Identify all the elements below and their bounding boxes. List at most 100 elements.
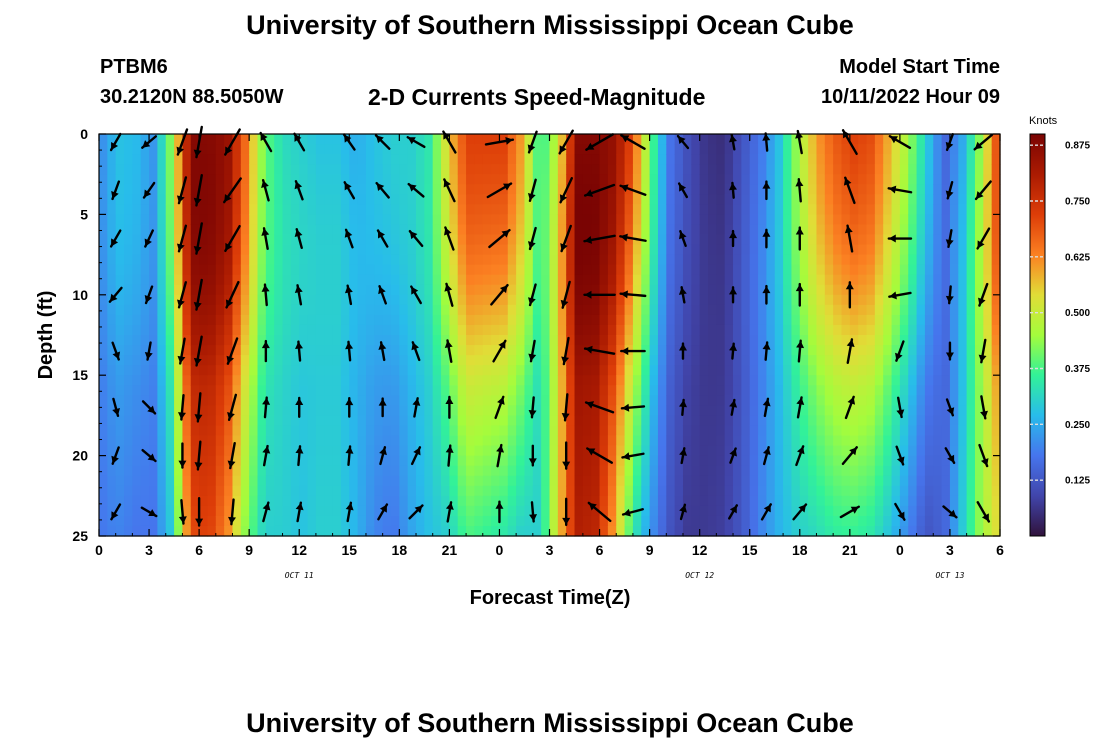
heatmap-cell [541, 385, 551, 396]
heatmap-cell [874, 264, 884, 276]
heatmap-cell [474, 465, 484, 477]
heatmap-cell [791, 505, 801, 517]
heatmap-cell [624, 144, 634, 155]
heatmap-cell [808, 375, 818, 386]
heatmap-cell [207, 234, 217, 246]
heatmap-cell [424, 505, 434, 517]
heatmap-cell [232, 385, 242, 396]
heatmap-cell [357, 244, 367, 256]
heatmap-cell [808, 294, 818, 306]
heatmap-cell [99, 455, 108, 467]
heatmap-cell [174, 254, 184, 266]
heatmap-cell [816, 505, 826, 517]
current-vector [620, 134, 646, 150]
heatmap-cell [741, 375, 751, 386]
heatmap-cell [899, 134, 909, 145]
heatmap-cell [749, 525, 759, 537]
heatmap-cell [115, 505, 125, 517]
current-vector [294, 228, 303, 250]
heatmap-cell [783, 525, 793, 537]
heatmap-cell [632, 465, 642, 477]
heatmap-cell [99, 405, 108, 416]
heatmap-cell [908, 355, 918, 366]
heatmap-cell [499, 194, 509, 205]
heatmap-cell [758, 174, 767, 185]
heatmap-cell [716, 164, 726, 175]
heatmap-cell [833, 234, 843, 246]
heatmap-cell [499, 274, 509, 286]
heatmap-cell [591, 505, 601, 517]
heatmap-cell [974, 365, 984, 376]
heatmap-cell [574, 314, 584, 326]
heatmap-cell [149, 164, 158, 175]
heatmap-cell [457, 294, 467, 306]
heatmap-cell [274, 264, 284, 276]
heatmap-cell [733, 234, 742, 246]
heatmap-cell [607, 284, 617, 296]
heatmap-cell [407, 385, 417, 396]
heatmap-cell [958, 395, 968, 406]
heatmap-cell [958, 505, 968, 517]
heatmap-cell [891, 365, 901, 376]
heatmap-cell [282, 164, 292, 175]
heatmap-cell [632, 134, 642, 145]
heatmap-cell [499, 314, 509, 326]
heatmap-cell [708, 234, 717, 246]
heatmap-cell [833, 224, 843, 236]
heatmap-cell [265, 234, 275, 246]
heatmap-cell [399, 505, 409, 517]
heatmap-cell [708, 405, 717, 416]
heatmap-cell [924, 485, 934, 497]
heatmap-cell [407, 234, 417, 246]
heatmap-cell [682, 174, 692, 185]
heatmap-cell [674, 405, 684, 416]
heatmap-cell [649, 405, 659, 416]
current-vector [560, 280, 571, 309]
heatmap-cell [841, 204, 851, 215]
heatmap-cell [290, 395, 300, 406]
heatmap-cell [274, 495, 284, 507]
heatmap-cell [966, 134, 976, 145]
heatmap-cell [766, 154, 776, 165]
heatmap-cell [549, 465, 559, 477]
heatmap-cell [941, 174, 951, 185]
heatmap-cell [466, 264, 476, 276]
heatmap-cell [799, 284, 809, 296]
heatmap-cell [190, 154, 200, 165]
heatmap-cell [115, 365, 125, 376]
heatmap-cell [232, 475, 242, 487]
heatmap-cell [357, 234, 367, 246]
heatmap-cell [441, 274, 450, 286]
heatmap-cell [724, 184, 734, 195]
heatmap-cell [574, 465, 584, 477]
heatmap-cell [833, 505, 843, 517]
heatmap-cell [866, 485, 876, 497]
heatmap-cell [340, 335, 350, 346]
heatmap-cell [858, 345, 868, 356]
heatmap-cell [140, 435, 150, 447]
heatmap-cell [891, 485, 901, 497]
heatmap-cell [958, 234, 968, 246]
heatmap-cell [566, 154, 576, 165]
heatmap-cell [466, 525, 476, 537]
heatmap-cell [858, 425, 868, 437]
heatmap-cell [382, 204, 392, 215]
heatmap-cell [449, 134, 459, 145]
heatmap-cell [307, 304, 317, 316]
heatmap-cell [899, 525, 909, 537]
heatmap-cell [632, 425, 642, 437]
heatmap-cell [99, 214, 108, 226]
heatmap-cell [249, 445, 259, 457]
heatmap-cell [416, 234, 425, 246]
heatmap-cell [599, 204, 609, 215]
heatmap-cell [899, 375, 909, 386]
heatmap-cell [399, 455, 409, 467]
heatmap-cell [357, 375, 367, 386]
heatmap-cell [265, 284, 275, 296]
heatmap-cell [107, 475, 117, 487]
heatmap-cell [933, 355, 943, 366]
heatmap-cell [866, 365, 876, 376]
heatmap-cell [783, 475, 793, 487]
heatmap-cell [315, 244, 325, 256]
heatmap-cell [532, 214, 542, 226]
